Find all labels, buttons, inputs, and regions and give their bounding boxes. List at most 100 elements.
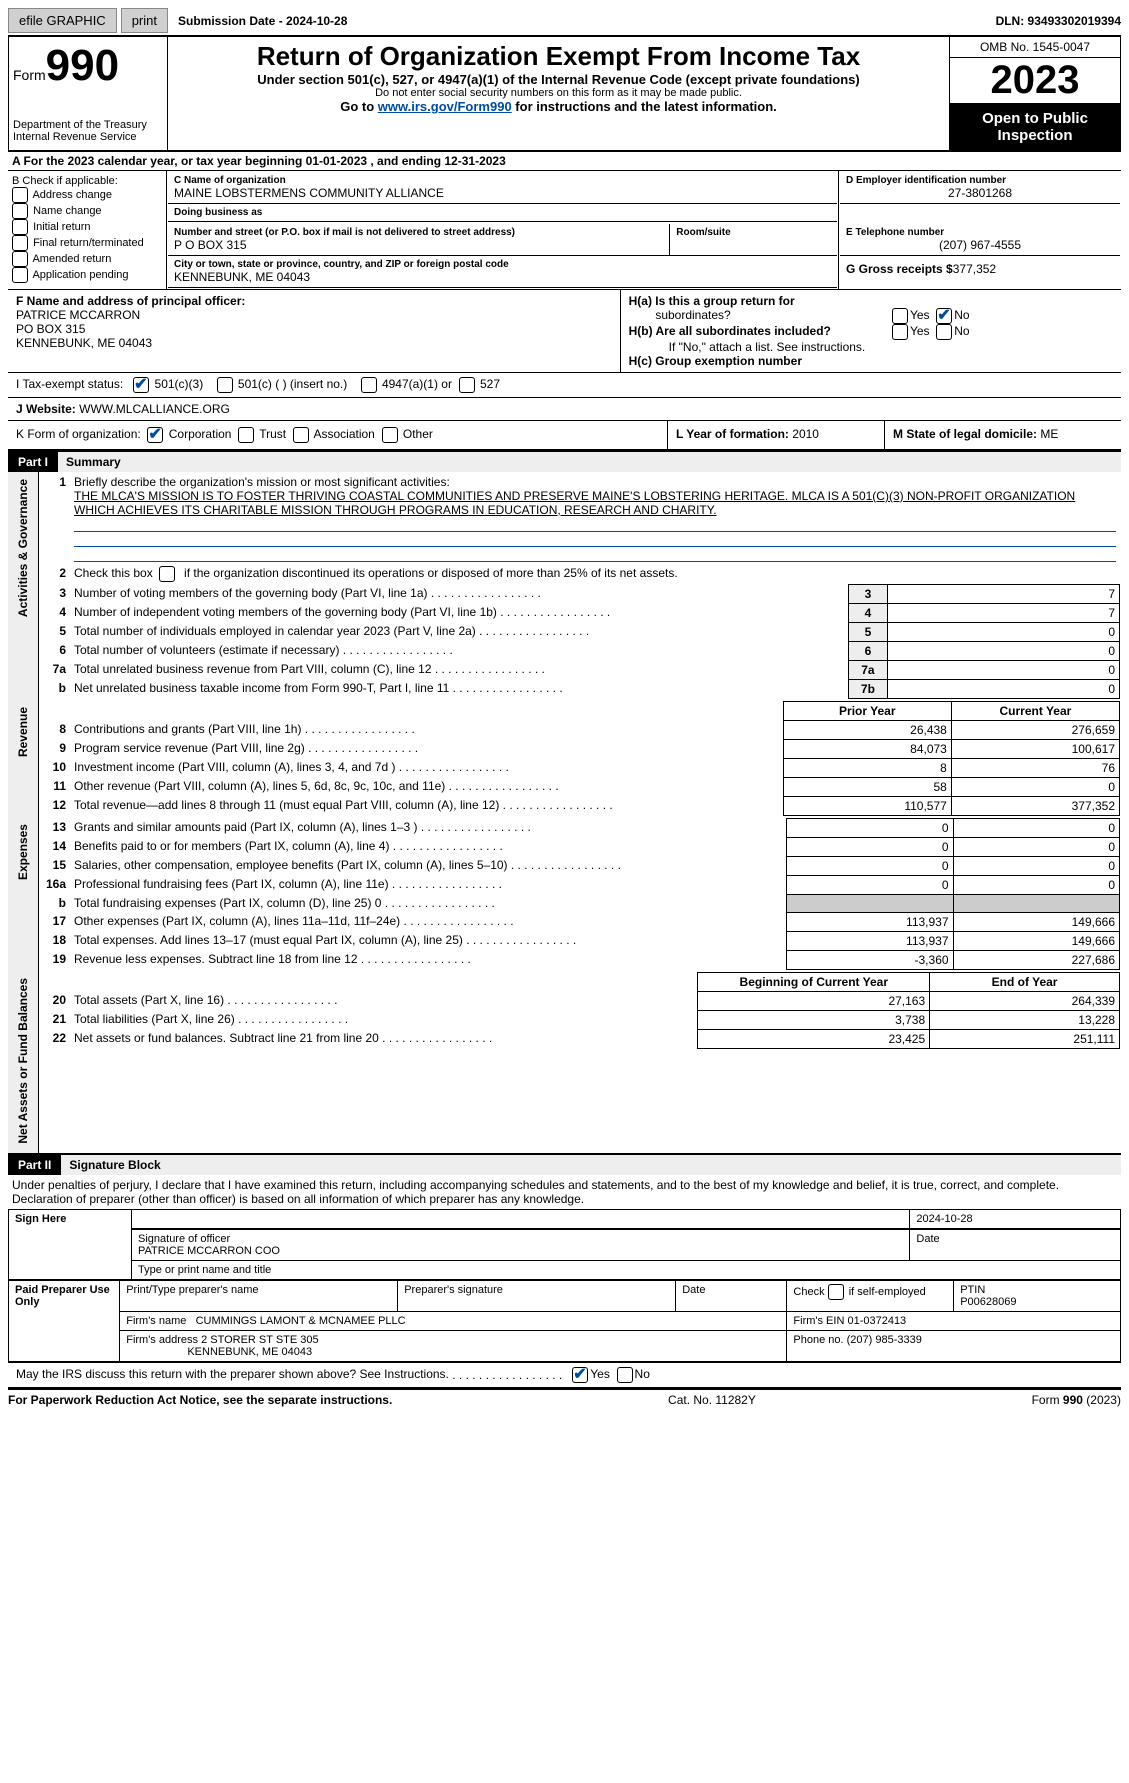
subtitle-2: Do not enter social security numbers on … [176, 87, 941, 99]
line-current: 149,666 [953, 931, 1119, 950]
sig-date: 2024-10-28 [910, 1210, 1121, 1230]
chk-initial-return[interactable] [12, 219, 28, 235]
sig-date-label: Date [916, 1233, 1114, 1245]
line-current: 0 [953, 837, 1119, 856]
line-num: 10 [40, 758, 70, 777]
line-num: 19 [40, 950, 70, 969]
line-code: 3 [848, 584, 887, 603]
line-code: 7b [848, 679, 887, 698]
line-current: 13,228 [930, 1010, 1120, 1029]
chk-name-change[interactable] [12, 203, 28, 219]
domicile-label: M State of legal domicile: [893, 427, 1037, 441]
lbl-app-pending: Application pending [32, 269, 128, 281]
lbl-assoc: Association [313, 427, 374, 441]
discuss-no: No [635, 1368, 650, 1382]
ptin-value: P00628069 [960, 1296, 1114, 1308]
line-desc: Contributions and grants (Part VIII, lin… [70, 720, 783, 739]
form-header: Form990 Department of the Treasury Inter… [8, 35, 1121, 151]
chk-501c[interactable] [217, 377, 233, 393]
omb-number: OMB No. 1545-0047 [950, 37, 1120, 58]
form-title: Return of Organization Exempt From Incom… [176, 41, 941, 72]
tax-exempt-label: I Tax-exempt status: [16, 377, 123, 391]
hc-label: H(c) Group exemption number [629, 354, 802, 368]
lbl-initial-return: Initial return [33, 221, 90, 233]
ha-yes: Yes [910, 308, 930, 322]
line-num: 5 [40, 622, 70, 641]
chk-amended[interactable] [12, 251, 28, 267]
line-current: 76 [951, 758, 1119, 777]
line-num: 14 [40, 837, 70, 856]
chk-corp[interactable] [147, 427, 163, 443]
chk-discuss-no[interactable] [617, 1367, 633, 1383]
prep-sig-label: Preparer's signature [404, 1284, 669, 1296]
line-desc: Net assets or fund balances. Subtract li… [70, 1029, 698, 1048]
line-desc: Grants and similar amounts paid (Part IX… [70, 818, 787, 837]
gross-value: 377,352 [953, 262, 996, 276]
city-value: KENNEBUNK, ME 04043 [174, 270, 831, 284]
line-desc: Benefits paid to or for members (Part IX… [70, 837, 787, 856]
chk-discuss-yes[interactable] [572, 1367, 588, 1383]
lbl-amended: Amended return [32, 253, 111, 265]
line-prior: 26,438 [783, 720, 951, 739]
lbl-name-change: Name change [33, 205, 102, 217]
line-current: 251,111 [930, 1029, 1120, 1048]
line-prior: 0 [787, 837, 953, 856]
instructions-link[interactable]: www.irs.gov/Form990 [378, 99, 512, 114]
chk-4947[interactable] [361, 377, 377, 393]
chk-address-change[interactable] [12, 187, 28, 203]
efile-button[interactable]: efile GRAPHIC [8, 8, 117, 33]
tel-label: E Telephone number [846, 227, 1114, 238]
line-desc: Net unrelated business taxable income fr… [70, 679, 848, 698]
subtitle-1: Under section 501(c), 527, or 4947(a)(1)… [176, 72, 941, 87]
tab-net-assets: Net Assets or Fund Balances [16, 972, 30, 1150]
prior-year-hdr: Prior Year [783, 701, 951, 720]
line-prior: 0 [787, 818, 953, 837]
firm-phone-label: Phone no. [793, 1334, 843, 1346]
lbl-address-change: Address change [32, 189, 112, 201]
lbl-4947: 4947(a)(1) or [382, 377, 452, 391]
hb-label: H(b) Are all subordinates included? [629, 324, 831, 338]
dba-label: Doing business as [174, 207, 831, 218]
chk-501c3[interactable] [133, 377, 149, 393]
tax-year: 2023 [950, 58, 1120, 104]
chk-trust[interactable] [238, 427, 254, 443]
line-desc: Total fundraising expenses (Part IX, col… [70, 894, 787, 912]
mission-text: THE MLCA'S MISSION IS TO FOSTER THRIVING… [74, 489, 1075, 517]
period-line: A For the 2023 calendar year, or tax yea… [8, 152, 1121, 171]
tab-revenue: Revenue [16, 701, 30, 763]
line-value: 7 [887, 584, 1119, 603]
chk-app-pending[interactable] [12, 267, 28, 283]
chk-other[interactable] [382, 427, 398, 443]
line-code: 7a [848, 660, 887, 679]
line-num: 16a [40, 875, 70, 894]
line-value: 0 [887, 679, 1119, 698]
line-num: 6 [40, 641, 70, 660]
dln: DLN: 93493302019394 [996, 14, 1121, 28]
footer-mid: Cat. No. 11282Y [668, 1393, 756, 1407]
chk-final-return[interactable] [12, 235, 28, 251]
org-name-label: C Name of organization [174, 175, 831, 186]
chk-self-employed[interactable] [828, 1284, 844, 1300]
firm-ein-label: Firm's EIN [793, 1315, 847, 1327]
open-to-public: Open to Public Inspection [950, 104, 1120, 150]
chk-527[interactable] [459, 377, 475, 393]
line-num: 9 [40, 739, 70, 758]
chk-ha-yes[interactable] [892, 308, 908, 324]
firm-name-label: Firm's name [126, 1315, 189, 1327]
lbl-trust: Trust [259, 427, 286, 441]
chk-hb-yes[interactable] [892, 324, 908, 340]
chk-ha-no[interactable] [936, 308, 952, 324]
end-year-hdr: End of Year [930, 972, 1120, 991]
begin-year-hdr: Beginning of Current Year [698, 972, 930, 991]
part2-title: Signature Block [61, 1155, 1121, 1175]
chk-discontinued[interactable] [159, 566, 175, 582]
chk-hb-no[interactable] [936, 324, 952, 340]
tab-expenses: Expenses [16, 818, 30, 886]
ptin-label: PTIN [960, 1284, 1114, 1296]
print-button[interactable]: print [121, 8, 168, 33]
chk-assoc[interactable] [293, 427, 309, 443]
line-desc: Total liabilities (Part X, line 26) [70, 1010, 698, 1029]
topbar: efile GRAPHIC print Submission Date - 20… [8, 8, 1121, 33]
form-number: 990 [46, 41, 119, 90]
line-num: 3 [40, 584, 70, 603]
